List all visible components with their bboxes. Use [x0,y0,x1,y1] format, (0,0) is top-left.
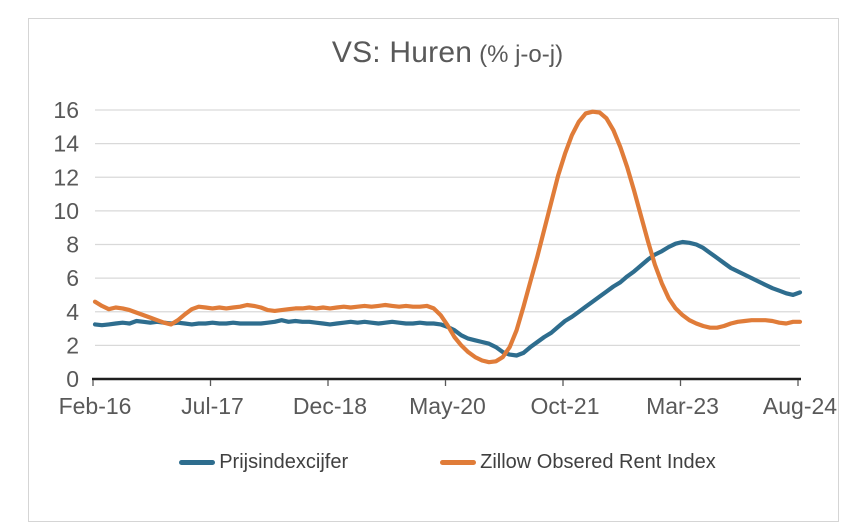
y-axis-tick-label: 16 [53,97,79,123]
y-axis-tick-label: 2 [66,332,79,358]
x-axis-tick-label: Jul-17 [181,393,244,419]
legend-label: Prijsindexcijfer [219,451,349,473]
x-axis-ticks [92,380,799,386]
series-line-zillow-obsered-rent-index [92,109,803,365]
y-axis-labels: 0 2 4 6 8 10 12 14 16 [53,97,79,392]
chart-title-sub: (% j-o-j) [479,41,564,68]
x-axis-tick-label: Oct-21 [530,393,599,419]
gridlines [95,109,800,347]
y-axis-tick-label: 14 [53,131,79,157]
legend-line-sample-orange [440,460,477,465]
y-axis-tick-label: 8 [66,232,79,258]
x-axis-tick-label: Mar-23 [646,393,719,419]
legend-item-prijsindexcijfer: Prijsindexcijfer [179,451,348,474]
chart-legend: Prijsindexcijfer Zillow Obsered Rent Ind… [95,451,800,474]
x-axis-tick-label: Feb-16 [59,393,132,419]
legend-line-sample-blue [179,460,216,465]
x-axis-tick-label: Aug-24 [763,393,837,419]
y-axis-tick-label: 6 [66,265,79,291]
series-line-prijsindexcijfer [92,239,803,358]
chart-title-main: VS: Huren [331,36,473,69]
legend-label: Zillow Obsered Rent Index [480,451,716,473]
chart-frame [28,18,839,522]
y-axis-tick-label: 0 [66,366,79,392]
x-axis-tick-label: May-20 [409,393,486,419]
x-axis-tick-label: Dec-18 [293,393,367,419]
y-axis-tick-label: 4 [66,299,79,325]
y-axis-tick-label: 10 [53,198,79,224]
x-axis-labels: Feb-16 Jul-17 Dec-18 May-20 Oct-21 Mar-23 Aug-… [59,393,838,419]
legend-item-zillow-rent-index: Zillow Obsered Rent Index [440,451,716,474]
chart-title: VS: Huren (% j-o-j) [95,36,800,70]
y-axis-tick-label: 12 [53,164,79,190]
